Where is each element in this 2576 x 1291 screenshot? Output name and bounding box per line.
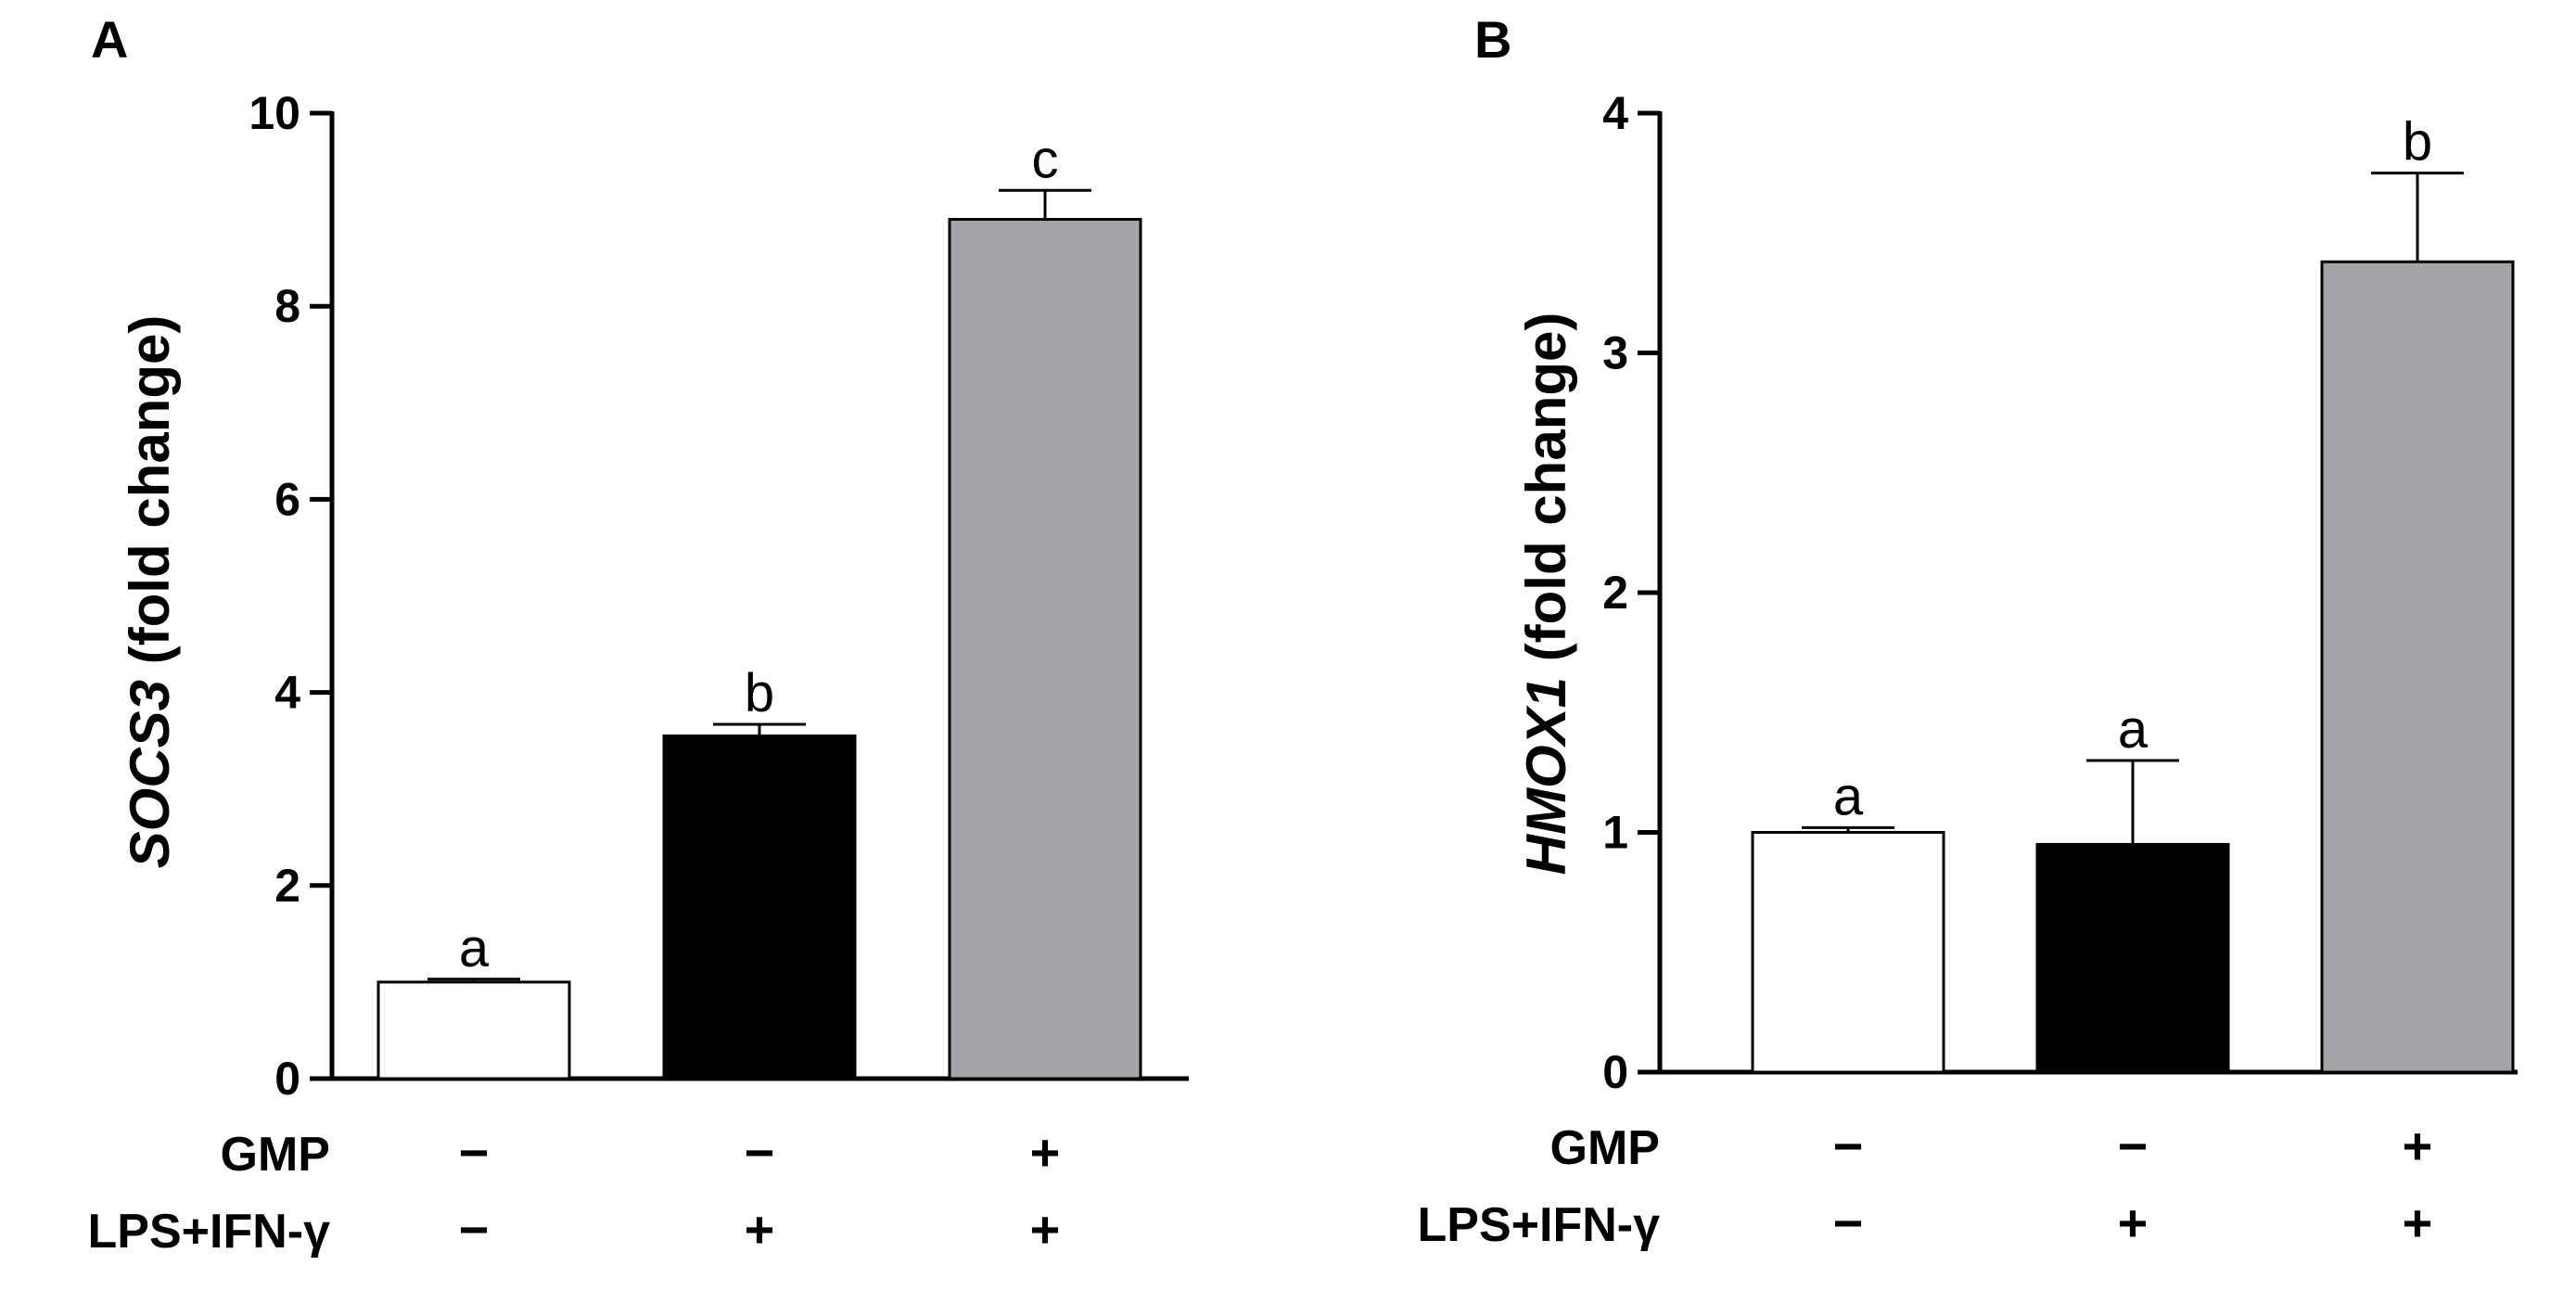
panel-a-gmp-sign: −	[459, 1123, 490, 1182]
panel-b-bar	[1751, 831, 1945, 1074]
panel-b-plot: 0 1 2 3 4 a a b	[1602, 87, 2518, 1098]
panel-a-significance-letter: c	[1032, 129, 1059, 189]
panel-a-bar	[662, 734, 857, 1080]
panel-b-significance-letter: a	[2118, 699, 2149, 760]
panel-a-y-tick-label: 8	[274, 280, 300, 332]
panel-a-y-tick-label: 4	[274, 667, 300, 719]
panel-b-gene-name: HMOX1	[1515, 677, 1577, 875]
panel-a-lps-sign: +	[745, 1200, 775, 1259]
panel-b-significance-letter: b	[2403, 112, 2432, 173]
panel-a-y-tick-label: 2	[274, 860, 300, 912]
panel-b-lps-label: LPS+IFN-γ	[1418, 1198, 1661, 1252]
panel-a-lps-label: LPS+IFN-γ	[88, 1205, 331, 1259]
panel-a-y-tick-label: 6	[274, 473, 300, 525]
panel-a-gmp-label: GMP	[221, 1128, 330, 1182]
panel-a-gene-name: SOCS3	[119, 680, 181, 868]
panel-b-lps-sign: −	[1833, 1194, 1864, 1252]
panel-b-y-tick-label: 0	[1602, 1046, 1628, 1098]
panel-b-gmp-sign: −	[1833, 1117, 1864, 1175]
panel-a-y-axis-unit: (fold change)	[119, 315, 181, 680]
panel-a-bar	[376, 980, 571, 1080]
panel-b: B HMOX1 (fold change) 0 1 2 3 4 a a b GMP LPS+I…	[1418, 10, 2518, 1252]
panel-b-gmp-sign: +	[2403, 1117, 2433, 1175]
panel-b-gmp-label: GMP	[1550, 1121, 1660, 1175]
panel-b-lps-sign: +	[2403, 1194, 2433, 1252]
panel-a-y-tick-label: 10	[249, 87, 300, 139]
panel-a-plot: 0 2 4 6 8 10 a b c	[249, 87, 1189, 1105]
panel-a-significance-letter: a	[459, 918, 490, 978]
panel-b-y-tick-label: 4	[1602, 87, 1628, 139]
panel-b-y-axis-title: HMOX1 (fold change)	[1515, 313, 1577, 876]
panel-a-label: A	[91, 10, 128, 69]
panel-a-gmp-sign: −	[745, 1123, 775, 1182]
panel-b-lps-sign: +	[2118, 1194, 2149, 1252]
panel-a-treatment-signs: − − + − + +	[459, 1123, 1061, 1259]
panel-b-y-axis-unit: (fold change)	[1515, 313, 1577, 677]
panel-a-bar	[948, 218, 1142, 1080]
panel-a-gmp-sign: +	[1030, 1123, 1061, 1182]
panel-b-treatment-signs: − − + − + +	[1833, 1117, 2433, 1252]
panel-b-y-tick-label: 2	[1602, 567, 1628, 619]
panel-a-significance-letter: b	[745, 663, 774, 723]
panel-b-y-tick-label: 1	[1602, 807, 1628, 859]
panel-a: A SOCS3 (fold change) 0 2 4 6 8 10 a b c GMP LPS…	[88, 10, 1189, 1259]
panel-b-bar	[2035, 842, 2230, 1074]
panel-b-gmp-sign: −	[2118, 1117, 2149, 1175]
panel-b-significance-letter: a	[1833, 766, 1864, 826]
panel-a-y-axis-title: SOCS3 (fold change)	[119, 315, 181, 869]
panel-b-label: B	[1474, 10, 1511, 69]
panel-a-lps-sign: −	[459, 1200, 490, 1259]
panel-a-lps-sign: +	[1030, 1200, 1061, 1259]
panel-b-y-tick-label: 3	[1602, 327, 1628, 379]
panel-b-bar	[2320, 260, 2515, 1074]
panel-a-y-tick-label: 0	[274, 1053, 300, 1105]
